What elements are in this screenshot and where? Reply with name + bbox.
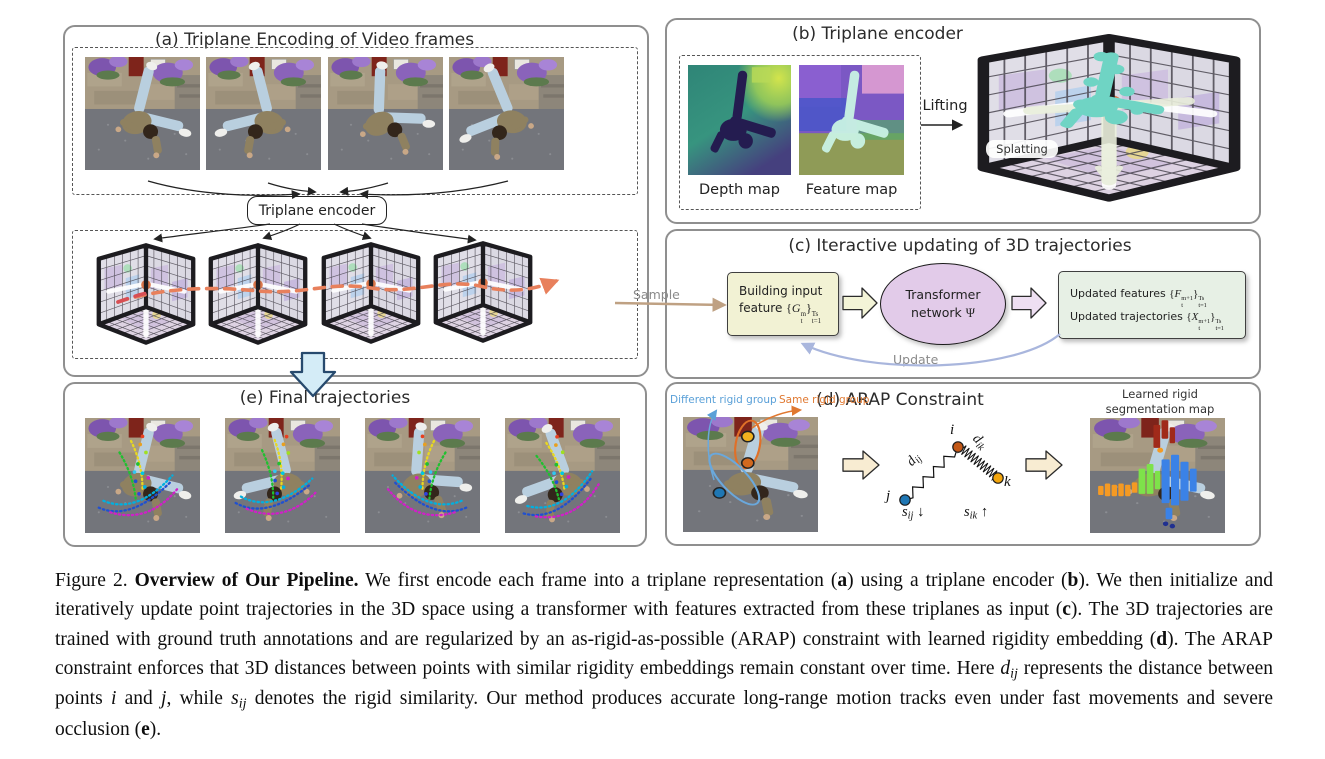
depth-map-image [688, 65, 791, 175]
panel-e-title: (e) Final trajectories [239, 388, 411, 408]
node-k-label: k [1004, 474, 1011, 490]
rigid-group-photo [683, 417, 818, 532]
panel-a-title: (a) Triplane Encoding of Video frames [155, 30, 475, 50]
feature-map-label: Feature map [805, 182, 898, 198]
node-j-label: j [886, 488, 891, 504]
video-frame-3 [328, 57, 443, 170]
splatting-label: Splatting [986, 140, 1058, 158]
video-frame-1 [85, 57, 200, 170]
building-input-feature-box: Building input feature {G m t} Ts t=1 [727, 272, 839, 336]
depth-map-label: Depth map [699, 182, 780, 198]
triplane-encoder-box: Triplane encoder [247, 196, 387, 225]
triplane-cube-1 [93, 239, 199, 348]
triplane-cube-3 [318, 238, 424, 347]
video-frames-dashed-box [72, 47, 638, 195]
seg-map-label-line1: Learned rigid [1122, 387, 1198, 401]
video-frame-2 [206, 57, 321, 170]
transformer-line1: Transformer [905, 287, 981, 302]
trajectory-photo-1 [85, 418, 200, 533]
trajectory-photo-3 [365, 418, 480, 533]
sik-label: sik ↑ [964, 504, 989, 522]
triplane-cube-2 [205, 239, 311, 348]
trajectory-photo-2 [225, 418, 340, 533]
input-box-line1: Building input [739, 284, 823, 298]
node-i-label: i [950, 422, 955, 438]
seg-map-label-line2: segmentation map [1105, 401, 1215, 416]
panel-b-title: (b) Triplane encoder [792, 24, 963, 44]
feature-map-image [799, 65, 904, 175]
splatting-cube [968, 28, 1250, 206]
maps-dashed-box [679, 55, 921, 210]
video-frame-4 [449, 57, 564, 170]
same-rigid-group-label: Same rigid group [779, 394, 870, 406]
figure-caption: Figure 2. Overview of Our Pipeline. We f… [55, 570, 1273, 740]
different-rigid-group-label: Different rigid group [670, 394, 777, 406]
segmentation-map-photo [1090, 418, 1225, 533]
update-label: Update [893, 352, 939, 367]
lifting-label: Lifting [922, 98, 968, 114]
sample-label: Sample [633, 287, 680, 302]
triplane-cube-4 [430, 237, 536, 346]
trajectory-photo-4 [505, 418, 620, 533]
input-box-line2: feature {G m t} Ts t=1 [739, 301, 822, 325]
panel-c-title: (c) Iteractive updating of 3D trajectori… [788, 236, 1132, 256]
sij-label: sij ↓ [902, 504, 925, 522]
seg-map-label: Learned rigid segmentation map [1080, 387, 1240, 417]
transformer-line2: network Ψ [911, 304, 975, 320]
transformer-network-ellipse: Transformer network Ψ [880, 263, 1006, 345]
output-box-line1: Updated features {F m+1 t} Ts t=1 [1070, 287, 1207, 309]
output-box-line2: Updated trajectories {X m+1 t} Ts t=1 [1070, 310, 1224, 332]
panel-d-title: (d) ARAP Constraint [816, 390, 984, 410]
updated-features-box: Updated features {F m+1 t} Ts t=1 Updated tr… [1058, 271, 1246, 339]
triplane-encoder-label: Triplane encoder [258, 202, 376, 219]
